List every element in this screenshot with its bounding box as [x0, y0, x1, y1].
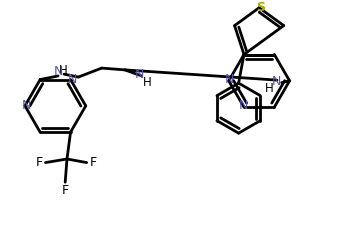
Text: F: F: [35, 156, 43, 169]
Text: F: F: [62, 184, 69, 197]
Text: N: N: [68, 73, 77, 86]
Text: H: H: [59, 64, 68, 77]
Text: N: N: [22, 99, 31, 112]
Text: N: N: [239, 99, 248, 112]
Text: N: N: [53, 65, 63, 78]
Text: N: N: [271, 75, 280, 88]
Text: F: F: [90, 156, 97, 169]
Text: N: N: [225, 73, 234, 85]
Text: H: H: [143, 76, 152, 88]
Text: S: S: [256, 1, 265, 14]
Text: N: N: [135, 68, 145, 81]
Text: H: H: [265, 82, 273, 95]
